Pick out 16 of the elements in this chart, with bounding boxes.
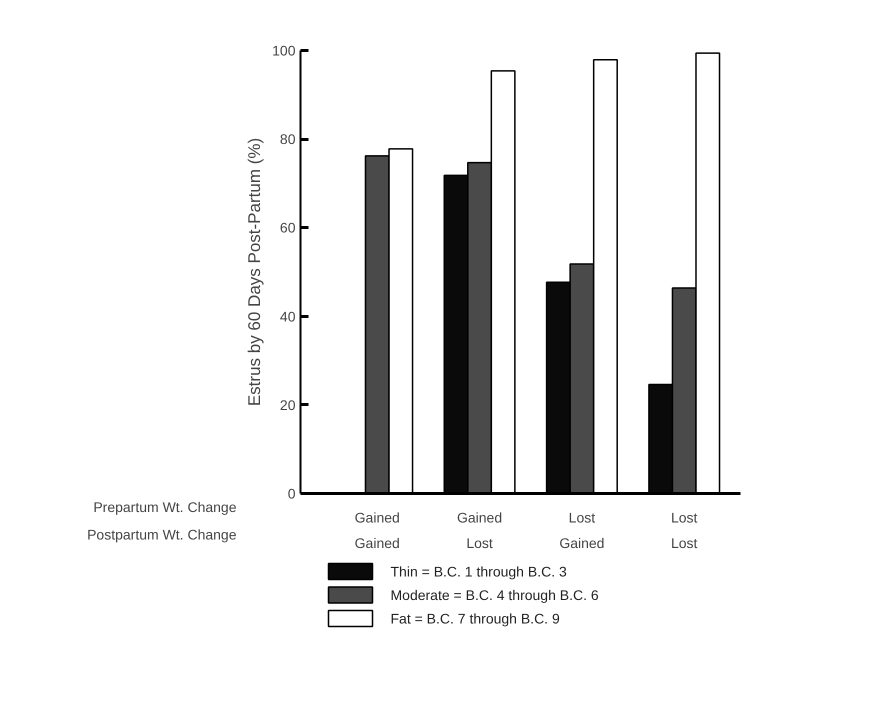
y-tick-label: 20	[280, 396, 296, 413]
text: Prepartum Wt. Change	[93, 499, 237, 516]
y-tick-label: 80	[280, 131, 296, 148]
x-tick-label: Gained Gained	[354, 510, 400, 552]
legend-label: Fat = B.C. 7 through B.C. 9	[390, 610, 560, 626]
legend-label: Thin = B.C. 1 through B.C. 3	[390, 564, 567, 580]
y-tick-label: 100	[272, 42, 296, 58]
x-tick-label: Lost Lost	[670, 510, 698, 552]
y-tick-label: 60	[280, 220, 296, 236]
y-tick-label: 40	[280, 308, 296, 324]
legend-label: Moderate = B.C. 4 through B.C. 6	[390, 587, 599, 603]
y-tick-label: 0	[288, 486, 296, 502]
x-tick-label: Gained Lost	[456, 510, 502, 552]
x-tick-label: Lost Gained	[559, 510, 604, 552]
y-axis-title: Estrus by 60 Days Post-Partum (%)	[245, 138, 264, 406]
text: Postpartum Wt. Change	[87, 526, 237, 542]
